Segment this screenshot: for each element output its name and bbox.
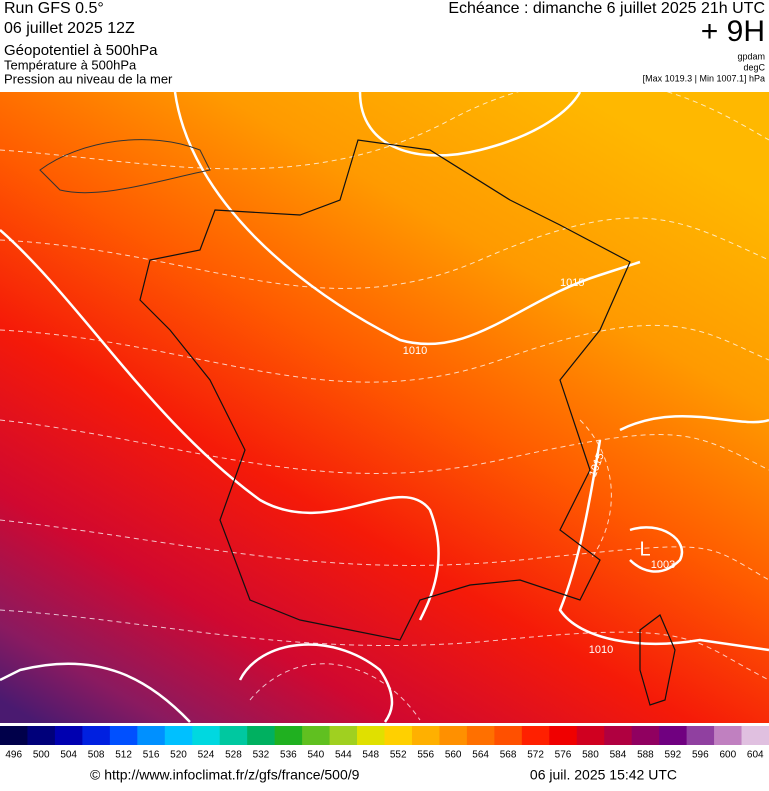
legend-label: 564: [472, 750, 489, 761]
legend-label: 520: [170, 750, 187, 761]
legend-swatch: [247, 726, 276, 745]
legend-label: 500: [33, 750, 50, 761]
color-legend: 496 500 504 508 512 516 520 524 528 532 536 540 544 5…: [0, 726, 769, 761]
legend-label: 560: [445, 750, 462, 761]
map-field: [0, 92, 769, 723]
legend-swatch: [109, 726, 138, 745]
legend-label: 540: [307, 750, 324, 761]
source-url: © http://www.infoclimat.fr/z/gfs/france/…: [90, 767, 360, 783]
legend-label: 556: [417, 750, 434, 761]
legend-label: 576: [555, 750, 572, 761]
legend-swatch: [27, 726, 56, 745]
isobars: [0, 91, 769, 723]
lead-time: + 9H: [701, 15, 765, 48]
legend-label: 572: [527, 750, 544, 761]
generated-time: 06 juil. 2025 15:42 UTC: [530, 767, 677, 783]
legend-swatch: [741, 726, 769, 745]
field-label: Pression au niveau de la mer: [4, 71, 173, 86]
legend-label: 528: [225, 750, 242, 761]
legend-swatch: [411, 726, 440, 745]
temperature-contours: [0, 80, 769, 721]
legend-label: 604: [747, 750, 764, 761]
legend-label: 544: [335, 750, 352, 761]
legend-swatch: [302, 726, 331, 745]
legend-swatch: [604, 726, 633, 745]
unit-label: degC: [743, 62, 765, 72]
legend-label: 508: [88, 750, 105, 761]
legend-swatch: [466, 726, 495, 745]
unit-label: gpdam: [737, 51, 765, 61]
field-label: Température à 500hPa: [4, 57, 137, 72]
field-label: Géopotentiel à 500hPa: [4, 42, 158, 59]
legend-label: 580: [582, 750, 599, 761]
legend-label: 516: [143, 750, 160, 761]
legend-label: 592: [665, 750, 682, 761]
legend-swatch: [357, 726, 385, 745]
legend-swatch: [219, 726, 248, 745]
legend-label: 588: [637, 750, 654, 761]
france-outline: [139, 139, 631, 641]
range-label: [Max 1019.3 | Min 1007.1] hPa: [643, 73, 765, 83]
legend-swatch: [714, 726, 743, 745]
isobar-label: 1015: [560, 277, 584, 289]
legend-label: 584: [610, 750, 627, 761]
isobar-label: 1010: [403, 345, 427, 357]
legend-swatch: [549, 726, 578, 745]
legend-label: 536: [280, 750, 297, 761]
legend-swatch: [384, 726, 413, 745]
map: 1015 1010 1015 L 1003 1010: [0, 80, 769, 723]
uk-coast: [39, 139, 211, 194]
legend-label: 600: [719, 750, 736, 761]
isobar-label: 1003: [651, 559, 675, 571]
legend-swatch: [0, 726, 28, 745]
legend-swatch: [439, 726, 468, 745]
legend-swatch: [164, 726, 193, 745]
legend-swatch: [329, 726, 358, 745]
legend-label: 552: [390, 750, 407, 761]
run-title: Run GFS 0.5°: [4, 0, 104, 17]
forecast-time: Echéance : dimanche 6 juillet 2025 21h U…: [448, 0, 765, 17]
isobar-labels: 1015 1010 1015 L 1003 1010: [403, 277, 675, 656]
run-date: 06 juillet 2025 12Z: [4, 20, 135, 37]
legend-label: 504: [60, 750, 77, 761]
low-marker: L: [639, 538, 650, 560]
legend-label: 596: [692, 750, 709, 761]
legend-swatch: [54, 726, 83, 745]
legend-swatch: [494, 726, 523, 745]
legend-swatch: [521, 726, 550, 745]
legend-swatch: [82, 726, 111, 745]
isobar-label: 1010: [589, 644, 613, 656]
legend-swatch: [137, 726, 166, 745]
legend-label: 532: [253, 750, 270, 761]
legend-swatch: [576, 726, 605, 745]
legend-label: 524: [198, 750, 215, 761]
legend-swatch: [192, 726, 221, 745]
legend-swatch: [631, 726, 660, 745]
legend-swatch: [274, 726, 303, 745]
legend-label: 496: [5, 750, 22, 761]
legend-label: 512: [115, 750, 132, 761]
legend-swatch: [686, 726, 715, 745]
legend-label: 568: [500, 750, 517, 761]
legend-label: 548: [362, 750, 379, 761]
legend-swatch: [659, 726, 688, 745]
corsica-outline: [639, 614, 676, 706]
